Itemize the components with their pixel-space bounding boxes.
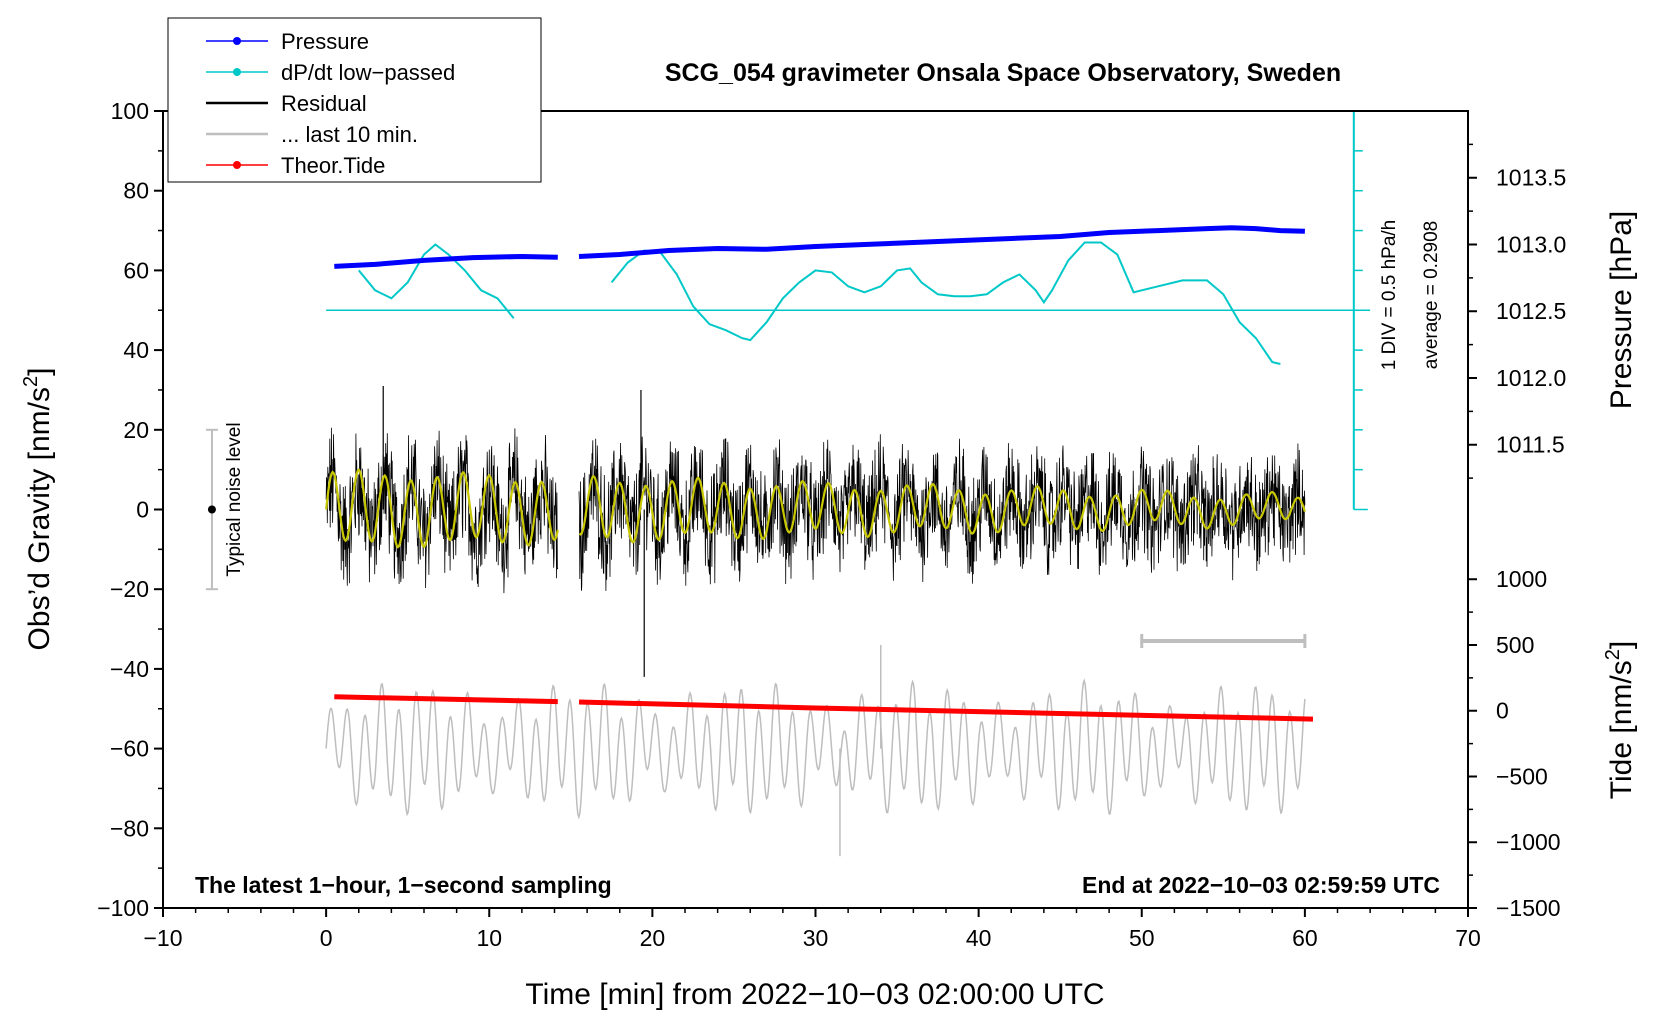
- pressure-tick-label: 1012.5: [1496, 298, 1566, 324]
- y-left-tick-label: −100: [97, 895, 149, 921]
- dpdt-line: [358, 241, 1281, 365]
- tide-tick-label: −500: [1496, 763, 1548, 789]
- y-left-tick-label: 100: [111, 98, 149, 124]
- tide-tick-label: 1000: [1496, 566, 1547, 592]
- y-left-tick-label: 20: [123, 417, 149, 443]
- residual-line: [325, 427, 1306, 594]
- tide-tick-label: −1500: [1496, 895, 1561, 921]
- x-tick-label: 70: [1455, 925, 1481, 951]
- legend-box: [167, 17, 542, 183]
- tide-tick-label: 500: [1496, 632, 1534, 658]
- tide-tick-label: −1000: [1496, 829, 1561, 855]
- y-left-tick-label: −20: [110, 576, 149, 602]
- dpdt-average-label: average = 0.2908: [1421, 221, 1442, 369]
- y-left-tick-label: 60: [123, 257, 149, 283]
- x-tick-label: 0: [320, 925, 333, 951]
- y-left-tick-label: 80: [123, 178, 149, 204]
- pressure-tick-label: 1012.0: [1496, 365, 1566, 391]
- x-tick-label: 10: [476, 925, 502, 951]
- legend-label: dP/dt low−passed: [281, 60, 455, 85]
- pressure-tick-label: 1011.5: [1496, 432, 1565, 458]
- legend: Pressure dP/dt low−passed Residual ... last…: [167, 17, 542, 183]
- annotation-sampling: The latest 1−hour, 1−second sampling: [195, 872, 612, 898]
- y-left-tick-label: −40: [110, 656, 149, 682]
- tide-tick-label: 0: [1496, 698, 1509, 724]
- axes-layer: −10 0 10 20 30 40 50 60 70−100−80−60−40−20020406…: [97, 98, 1566, 951]
- tide-line: [334, 694, 1314, 722]
- legend-swatch-dot: [233, 68, 241, 76]
- legend-swatch-dot: [233, 161, 241, 169]
- x-tick-label: 30: [803, 925, 829, 951]
- legend-swatch-dot: [233, 37, 241, 45]
- y-axis-label-left: Obs’d Gravity [nm/s2]: [20, 368, 56, 651]
- annotation-end-time: End at 2022−10−03 02:59:59 UTC: [1082, 872, 1440, 898]
- chart-title: SCG_054 gravimeter Onsala Space Observat…: [665, 59, 1341, 87]
- noise-level-label: Typical noise level: [224, 422, 245, 576]
- y-left-tick-label: 0: [136, 497, 149, 523]
- x-axis-label: Time [min] from 2022−10−03 02:00:00 UTC: [525, 978, 1104, 1011]
- legend-label: ... last 10 min.: [281, 122, 418, 147]
- dpdt-scale-label: 1 DIV = 0.5 hPa/h: [1379, 220, 1400, 371]
- data-layer: [205, 110, 1371, 857]
- y-axis-label-tide: Tide [nm/s2]: [1602, 641, 1638, 799]
- legend-label: Theor.Tide: [281, 153, 385, 178]
- noise-bar-center-dot: [207, 505, 216, 514]
- x-tick-label: 60: [1292, 925, 1318, 951]
- pressure-tick-label: 1013.0: [1496, 231, 1566, 257]
- residual-smoothed-line: [325, 468, 1306, 549]
- legend-label: Residual: [281, 91, 367, 116]
- y-left-tick-label: −80: [110, 815, 149, 841]
- x-tick-label: 50: [1129, 925, 1155, 951]
- y-axis-label-pressure: Pressure [hPa]: [1605, 211, 1638, 409]
- x-tick-label: −10: [143, 925, 182, 951]
- x-tick-label: 20: [640, 925, 666, 951]
- x-tick-label: 40: [966, 925, 992, 951]
- y-left-tick-label: −60: [110, 736, 149, 762]
- last10-line: [325, 678, 1306, 820]
- pressure-tick-label: 1013.5: [1496, 165, 1566, 191]
- pressure-line: [334, 225, 1305, 269]
- legend-label: Pressure: [281, 29, 369, 54]
- y-left-tick-label: 40: [123, 337, 149, 363]
